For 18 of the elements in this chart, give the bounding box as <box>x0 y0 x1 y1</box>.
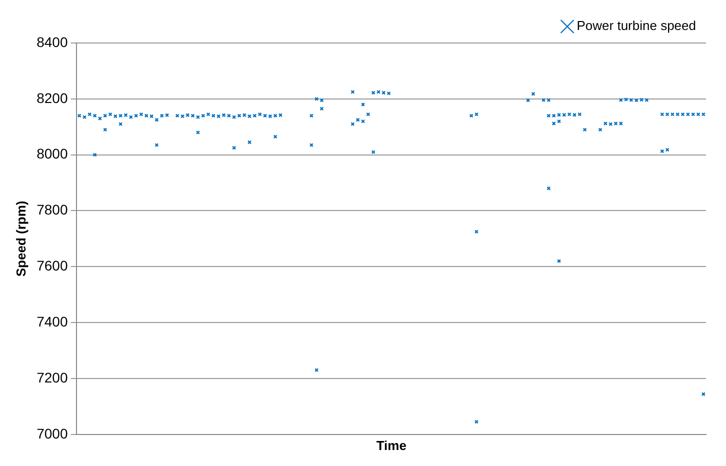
legend-label: Power turbine speed <box>576 18 696 34</box>
point <box>248 140 252 144</box>
y-tick-label: 7600 <box>36 258 68 274</box>
point <box>546 98 551 102</box>
y-tick-label: 7200 <box>36 369 68 386</box>
point <box>360 119 366 124</box>
x-axis-title: Time <box>376 438 406 453</box>
y-tick-label: 8000 <box>36 146 68 162</box>
point <box>474 420 478 424</box>
point <box>371 150 376 154</box>
y-axis-title: Speed (rpm) <box>13 200 28 277</box>
point <box>556 119 562 124</box>
point <box>474 230 478 234</box>
y-tick-label: 8200 <box>36 90 68 106</box>
y-tick-label: 7400 <box>36 313 68 330</box>
y-tick-label: 7800 <box>36 202 68 218</box>
y-tick-label: 7000 <box>36 425 68 442</box>
y-tick-label: 8400 <box>36 34 68 50</box>
